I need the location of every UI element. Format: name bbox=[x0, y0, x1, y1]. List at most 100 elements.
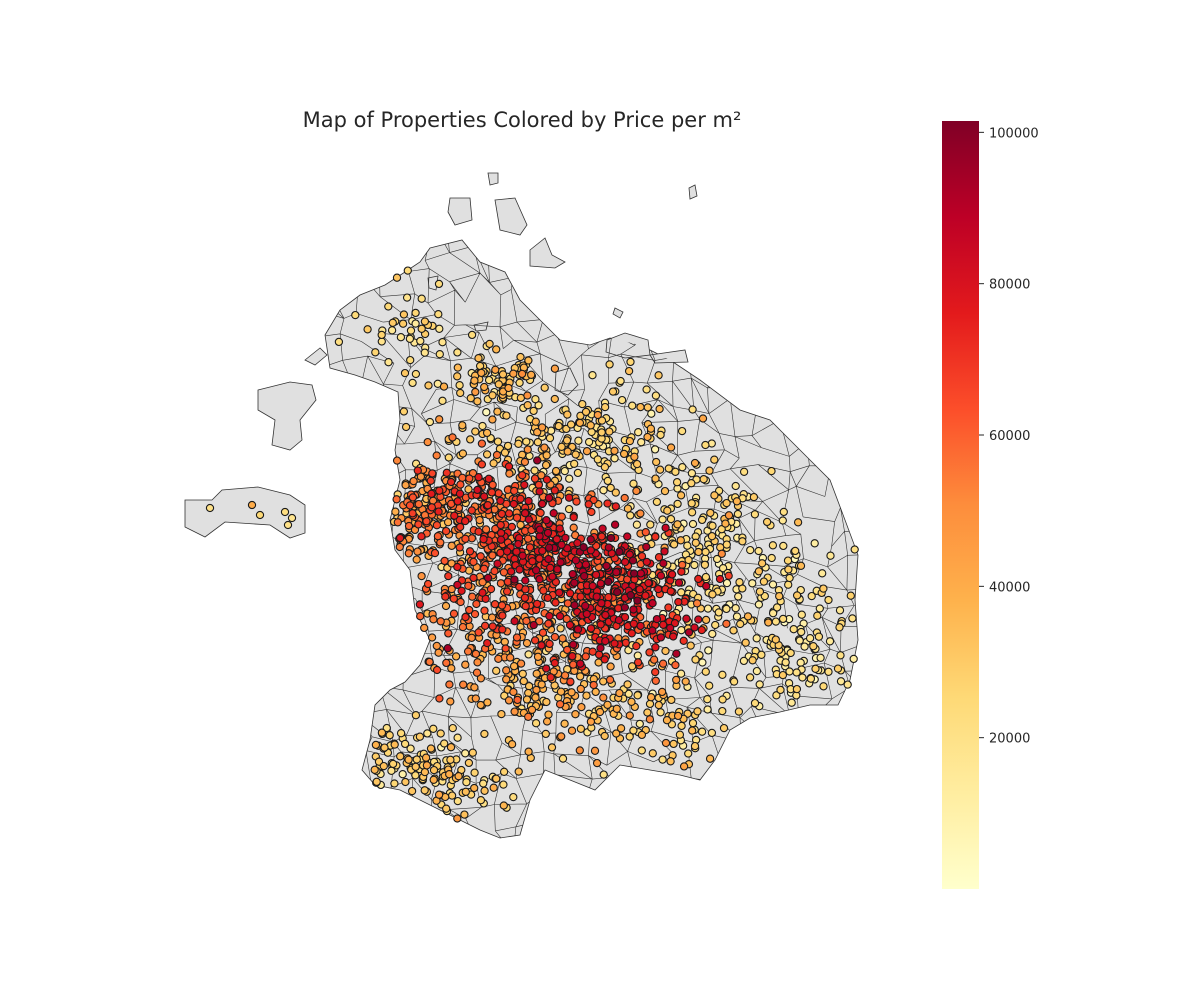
property-point bbox=[445, 770, 454, 779]
property-point bbox=[599, 770, 608, 779]
property-point bbox=[498, 370, 508, 379]
property-point bbox=[565, 620, 575, 630]
property-point bbox=[850, 545, 859, 554]
property-point bbox=[544, 554, 553, 564]
property-point bbox=[601, 636, 610, 646]
property-point bbox=[477, 368, 486, 378]
property-point bbox=[542, 664, 551, 673]
property-point bbox=[659, 620, 668, 629]
property-point bbox=[455, 381, 464, 390]
property-point bbox=[523, 391, 532, 400]
property-point bbox=[743, 612, 753, 621]
property-point bbox=[401, 777, 410, 787]
property-point bbox=[755, 587, 765, 596]
property-point bbox=[487, 488, 496, 497]
property-point bbox=[423, 729, 432, 738]
property-point bbox=[657, 687, 667, 697]
property-point bbox=[544, 493, 554, 503]
property-point bbox=[722, 498, 731, 508]
property-point bbox=[672, 649, 681, 658]
property-point bbox=[469, 557, 478, 567]
property-point bbox=[540, 443, 549, 452]
property-point bbox=[543, 593, 552, 603]
property-point bbox=[750, 510, 760, 519]
property-point bbox=[509, 369, 518, 378]
property-point bbox=[474, 628, 483, 637]
property-point bbox=[791, 546, 800, 556]
property-point bbox=[694, 615, 703, 624]
property-point bbox=[574, 436, 583, 445]
property-point bbox=[593, 455, 602, 464]
property-point bbox=[405, 334, 415, 343]
property-point bbox=[471, 427, 480, 436]
property-point bbox=[745, 673, 755, 682]
property-point bbox=[494, 654, 503, 663]
property-point bbox=[532, 669, 541, 678]
property-point bbox=[805, 634, 815, 643]
property-point bbox=[535, 525, 545, 534]
property-point bbox=[610, 454, 619, 463]
property-point bbox=[432, 665, 442, 675]
property-point bbox=[541, 729, 550, 739]
property-point bbox=[648, 749, 657, 758]
property-point bbox=[500, 448, 510, 457]
property-point bbox=[625, 732, 634, 741]
property-point bbox=[586, 421, 595, 430]
property-point bbox=[718, 706, 727, 716]
property-point bbox=[666, 623, 675, 633]
property-point bbox=[616, 376, 625, 386]
property-point bbox=[531, 395, 540, 404]
property-point bbox=[435, 694, 444, 703]
property-point bbox=[453, 562, 462, 572]
property-point bbox=[467, 633, 476, 642]
property-point bbox=[757, 559, 767, 568]
property-point bbox=[510, 575, 519, 584]
property-point bbox=[576, 684, 585, 694]
property-point bbox=[615, 688, 624, 698]
property-point bbox=[535, 575, 544, 584]
property-point bbox=[545, 611, 554, 621]
property-point bbox=[486, 584, 496, 594]
property-point bbox=[496, 579, 506, 588]
property-point bbox=[434, 648, 443, 657]
property-point bbox=[459, 680, 468, 689]
property-point bbox=[480, 382, 489, 392]
property-point bbox=[571, 710, 580, 719]
property-point bbox=[556, 624, 565, 633]
property-point bbox=[522, 437, 531, 446]
property-point bbox=[824, 667, 833, 676]
property-point bbox=[654, 700, 663, 710]
property-point bbox=[523, 534, 533, 543]
property-point bbox=[493, 407, 502, 416]
property-point bbox=[436, 729, 445, 738]
property-point bbox=[461, 660, 470, 669]
property-point bbox=[522, 638, 532, 648]
property-point bbox=[581, 560, 591, 569]
property-point bbox=[567, 726, 577, 735]
property-point bbox=[628, 556, 638, 565]
property-point bbox=[442, 804, 451, 813]
property-point bbox=[699, 475, 708, 484]
property-point bbox=[466, 394, 475, 403]
property-point bbox=[719, 723, 729, 733]
property-point bbox=[626, 511, 635, 520]
property-point bbox=[590, 746, 600, 755]
property-point bbox=[809, 642, 818, 651]
property-point bbox=[478, 588, 487, 597]
colorbar-tick-label: 60000 bbox=[989, 429, 1030, 444]
property-point bbox=[569, 640, 578, 649]
property-point bbox=[818, 569, 827, 578]
property-point bbox=[764, 618, 773, 627]
chart-title: Map of Properties Colored by Price per m… bbox=[302, 108, 742, 132]
property-point bbox=[535, 617, 544, 626]
property-point bbox=[784, 580, 793, 589]
property-point bbox=[652, 457, 661, 467]
property-point bbox=[848, 614, 857, 623]
property-point bbox=[351, 310, 360, 320]
property-point bbox=[442, 468, 451, 477]
property-point bbox=[576, 724, 586, 733]
property-point bbox=[435, 415, 444, 424]
property-point bbox=[642, 557, 651, 567]
property-point bbox=[500, 637, 509, 647]
